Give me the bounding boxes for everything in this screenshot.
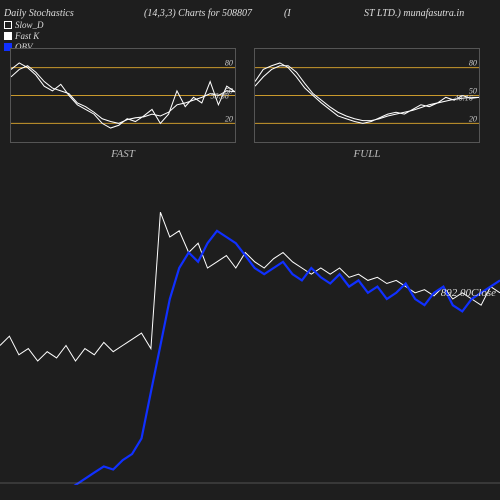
legend-item-fastk: Fast K bbox=[4, 31, 39, 41]
full-chart: 20508048.16 FULL bbox=[254, 48, 480, 143]
issuer-text: (I bbox=[284, 8, 364, 19]
sub-charts-container: 20508053.88 FAST 20508048.16 FULL bbox=[10, 48, 480, 143]
close-label: 892.00Close bbox=[441, 287, 496, 299]
legend-item-slowd: Slow_D bbox=[4, 20, 44, 30]
main-chart: 892.00Close bbox=[0, 175, 500, 485]
svg-text:80: 80 bbox=[225, 58, 233, 67]
full-chart-label: FULL bbox=[354, 148, 381, 160]
chart-header: Daily Stochastics (14,3,3) Charts for 50… bbox=[4, 8, 496, 19]
svg-text:48.16: 48.16 bbox=[455, 93, 474, 102]
svg-text:20: 20 bbox=[225, 114, 233, 123]
company-text: ST LTD.) munafasutra.in bbox=[364, 8, 464, 19]
svg-text:20: 20 bbox=[469, 114, 477, 123]
legend-label: Slow_D bbox=[15, 20, 44, 30]
svg-text:53.88: 53.88 bbox=[211, 92, 229, 101]
params-text: (14,3,3) Charts for 508807 bbox=[144, 8, 284, 19]
fast-chart-label: FAST bbox=[111, 148, 135, 160]
fast-chart: 20508053.88 FAST bbox=[10, 48, 236, 143]
swatch bbox=[4, 21, 12, 29]
swatch bbox=[4, 32, 12, 40]
title-text: Daily Stochastics bbox=[4, 8, 144, 19]
legend-label: Fast K bbox=[15, 31, 39, 41]
svg-text:80: 80 bbox=[469, 58, 477, 67]
